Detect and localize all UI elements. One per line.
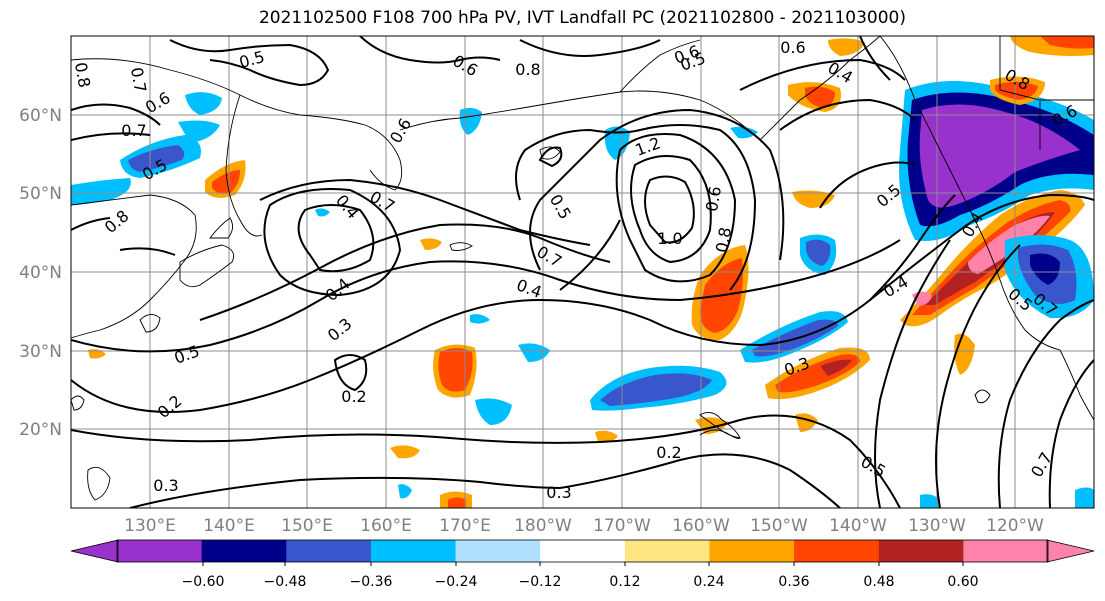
- contour-label: 0.7: [127, 66, 150, 94]
- colorbar-tick-label: −0.60: [182, 574, 225, 590]
- coastlines: [71, 36, 1094, 501]
- colorbar: [70, 539, 1095, 563]
- contour-label: 0.7: [121, 121, 146, 140]
- contour-label: 0.8: [712, 226, 735, 254]
- contour-label: 0.6: [702, 185, 725, 213]
- lon-label-150e: 150°E: [281, 516, 333, 536]
- pv-contours: [71, 36, 1094, 508]
- lon-label-120w: 120°W: [986, 516, 1044, 536]
- colorbar-swatch: [455, 540, 541, 562]
- colorbar-tick-label: 0.12: [609, 574, 640, 590]
- colorbar-extend-high: [1046, 539, 1095, 563]
- lon-label-140e: 140°E: [203, 516, 255, 536]
- colorbar-swatch: [540, 540, 626, 562]
- contour-label: 1.0: [657, 229, 682, 248]
- lat-label-60n: 60°N: [19, 106, 62, 126]
- contour-label: 0.2: [656, 443, 681, 462]
- colorbar-tick-label: 0.36: [778, 574, 809, 590]
- colorbar-tick-label: −0.12: [519, 574, 562, 590]
- colorbar-swatch: [370, 540, 457, 562]
- colorbar-ticks: −0.60 −0.48 −0.36 −0.24 −0.12 0.12 0.24 0.36 0.4…: [182, 562, 979, 590]
- lon-label-180w: 180°W: [514, 516, 572, 536]
- colorbar-swatch: [709, 540, 795, 562]
- colorbar-tick-label: 0.24: [693, 574, 724, 590]
- colorbar-swatch: [286, 540, 372, 562]
- lon-label-160w: 160°W: [672, 516, 730, 536]
- lat-label-50n: 50°N: [19, 184, 62, 204]
- colorbar-swatch: [624, 540, 710, 562]
- contour-label: 0.8: [71, 61, 94, 89]
- colorbar-swatch: [201, 540, 287, 562]
- lon-label-170w: 170°W: [593, 516, 651, 536]
- lon-label-140w: 140°W: [829, 516, 887, 536]
- colorbar-tick-label: 0.48: [863, 574, 894, 590]
- colorbar-swatch: [878, 540, 964, 562]
- lat-label-20n: 20°N: [19, 420, 62, 440]
- lon-label-150w: 150°W: [750, 516, 808, 536]
- contour-label: 0.3: [153, 476, 178, 495]
- colorbar-tick-label: −0.48: [264, 574, 307, 590]
- lat-label-40n: 40°N: [19, 263, 62, 283]
- lat-label-30n: 30°N: [19, 342, 62, 362]
- contour-label: 0.6: [780, 38, 805, 57]
- lon-label-160e: 160°E: [360, 516, 412, 536]
- contour-label: 0.2: [341, 387, 366, 406]
- colorbar-tick-label: 0.60: [947, 574, 978, 590]
- colorbar-tick-label: −0.36: [350, 574, 393, 590]
- colorbar-extend-low: [70, 539, 119, 563]
- map-frame: [70, 35, 1095, 509]
- contour-label: 0.3: [546, 483, 571, 502]
- lon-label-130w: 130°W: [908, 516, 966, 536]
- figure-title: 2021102500 F108 700 hPa PV, IVT Landfall…: [258, 8, 906, 28]
- graticule: [71, 36, 1094, 508]
- colorbar-swatch: [794, 540, 880, 562]
- lon-label-170e: 170°E: [439, 516, 491, 536]
- secondary-contours: [699, 389, 991, 440]
- colorbar-tick-label: −0.24: [435, 574, 478, 590]
- colorbar-swatch: [963, 540, 1049, 562]
- lon-label-130e: 130°E: [124, 516, 176, 536]
- contour-label: 0.8: [515, 60, 540, 79]
- colorbar-swatch: [117, 540, 203, 562]
